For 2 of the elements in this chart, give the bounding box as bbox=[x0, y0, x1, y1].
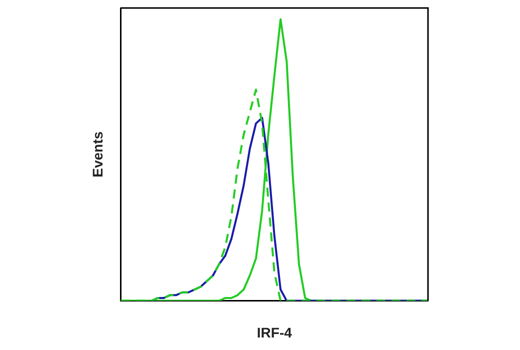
y-axis-title: Events bbox=[89, 131, 106, 178]
x-axis-title: IRF-4 bbox=[256, 324, 292, 340]
